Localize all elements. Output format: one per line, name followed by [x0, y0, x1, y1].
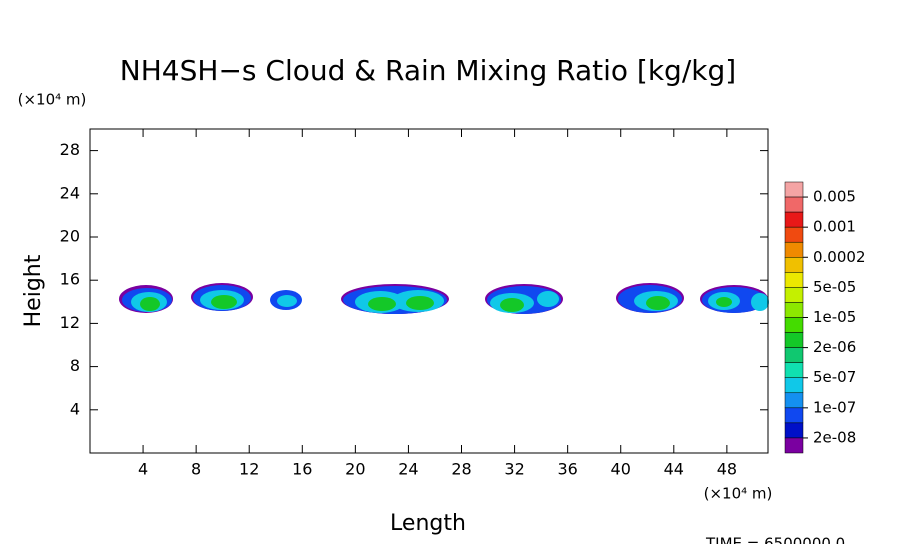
colorbar-swatch [784, 317, 804, 333]
y-tick-label: 12 [60, 313, 80, 332]
colorbar-swatch [784, 287, 804, 303]
colorbar-swatch [784, 226, 804, 243]
colorbar-swatch [784, 257, 804, 273]
cloud [341, 284, 449, 314]
colorbar-label: 0.0002 [813, 248, 866, 266]
cloud [616, 283, 684, 313]
colorbar-swatch [784, 377, 804, 394]
cloud [270, 290, 302, 310]
x-tick-label: 44 [664, 460, 684, 479]
colorbar-label: 0.005 [813, 188, 856, 206]
colorbar-swatch [784, 347, 804, 363]
x-tick-label: 36 [557, 460, 577, 479]
x-tick-label: 12 [239, 460, 259, 479]
x-tick-label: 48 [717, 460, 737, 479]
cloud [119, 285, 173, 313]
cloud-field [119, 283, 769, 314]
y-tick-label: 28 [60, 140, 80, 159]
chart-title: NH4SH−s Cloud & Rain Mixing Ratio [kg/kg… [120, 54, 736, 87]
plot-frame [89, 128, 769, 454]
x-tick-label: 32 [504, 460, 524, 479]
colorbar-label: 2e-08 [813, 428, 856, 446]
colorbar-swatch [784, 272, 804, 288]
x-tick-label: 4 [138, 460, 148, 479]
colorbar-swatch [784, 181, 804, 198]
colorbar-swatch [784, 332, 804, 348]
x-unit: (×10⁴ m) [704, 485, 773, 503]
colorbar-label: 5e-05 [813, 278, 856, 296]
colorbar-swatch [784, 407, 804, 424]
colorbar-swatch [784, 392, 804, 409]
colorbar-swatch [784, 196, 804, 213]
time-label: TIME = 6500000.0 [705, 535, 845, 544]
colorbar-swatch [784, 302, 804, 318]
x-axis-label: Length [390, 511, 466, 536]
y-tick-label: 8 [70, 356, 80, 375]
cloud [191, 283, 253, 311]
colorbar-swatch [784, 241, 804, 258]
colorbar-swatch [784, 211, 804, 228]
colorbar-label: 2e-06 [813, 338, 856, 356]
x-tick-label: 28 [451, 460, 471, 479]
x-tick-label: 24 [398, 460, 418, 479]
colorbar-swatch [784, 362, 804, 378]
y-tick-label: 16 [60, 270, 80, 289]
cloud [700, 285, 769, 313]
cloud [485, 284, 563, 314]
y-axis-label: Height [21, 254, 46, 327]
colorbar-swatch [784, 422, 804, 439]
y-tick-label: 20 [60, 227, 80, 246]
x-tick-label: 16 [292, 460, 312, 479]
x-tick-label: 8 [191, 460, 201, 479]
colorbar-swatch [784, 437, 804, 454]
colorbar-label: 5e-07 [813, 368, 856, 386]
x-tick-label: 40 [611, 460, 631, 479]
y-tick-label: 4 [70, 399, 80, 418]
colorbar-label: 0.001 [813, 218, 856, 236]
x-tick-label: 20 [345, 460, 365, 479]
colorbar-label: 1e-05 [813, 308, 856, 326]
y-tick-label: 24 [60, 183, 80, 202]
y-unit: (×10⁴ m) [18, 91, 87, 109]
colorbar-label: 1e-07 [813, 398, 856, 416]
